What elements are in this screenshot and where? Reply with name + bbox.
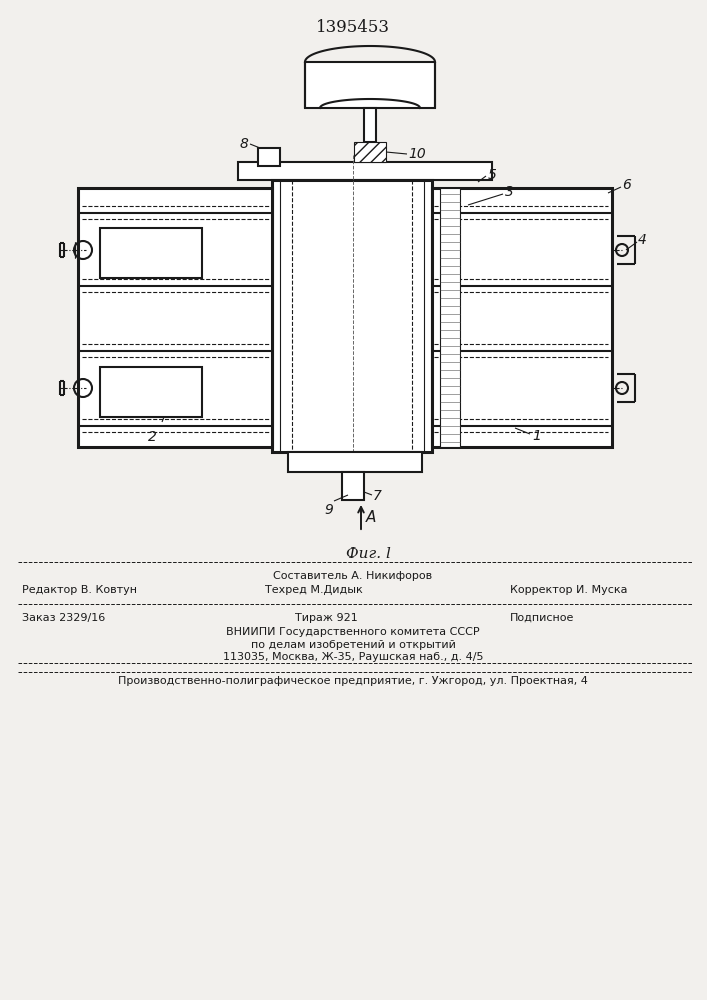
- Text: Заказ 2329/16: Заказ 2329/16: [22, 613, 105, 623]
- Text: 8: 8: [239, 137, 248, 151]
- Text: A: A: [366, 510, 376, 524]
- Bar: [342, 472, 364, 500]
- Text: Подписное: Подписное: [510, 613, 574, 623]
- Text: Редактор В. Ковтун: Редактор В. Ковтун: [22, 585, 137, 595]
- Text: Корректор И. Муска: Корректор И. Муска: [510, 585, 628, 595]
- Bar: [364, 108, 376, 142]
- Text: Производственно-полиграфическое предприятие, г. Ужгород, ул. Проектная, 4: Производственно-полиграфическое предприя…: [118, 676, 588, 686]
- Text: Составитель А. Никифоров: Составитель А. Никифоров: [274, 571, 433, 581]
- Text: 9: 9: [324, 503, 333, 517]
- Text: 1: 1: [532, 429, 541, 443]
- Text: 2: 2: [148, 430, 156, 444]
- Bar: [305, 62, 435, 108]
- Bar: [432, 188, 612, 447]
- Text: 5: 5: [488, 168, 497, 182]
- Bar: [272, 180, 432, 452]
- Text: Техред М.Дидык: Техред М.Дидык: [265, 585, 363, 595]
- Text: по делам изобретений и открытий: по делам изобретений и открытий: [250, 640, 455, 650]
- Bar: [354, 142, 386, 162]
- Bar: [100, 367, 202, 417]
- Bar: [238, 162, 492, 180]
- Text: 4: 4: [638, 233, 647, 247]
- Text: 6: 6: [622, 178, 631, 192]
- Text: 7: 7: [373, 489, 382, 503]
- Text: ВНИИПИ Государственного комитета СССР: ВНИИПИ Государственного комитета СССР: [226, 627, 480, 637]
- Text: 113035, Москва, Ж-35, Раушская наб., д. 4/5: 113035, Москва, Ж-35, Раушская наб., д. …: [223, 652, 484, 662]
- Bar: [100, 228, 202, 278]
- Text: 3: 3: [505, 185, 514, 199]
- Bar: [78, 188, 272, 447]
- Text: 10: 10: [408, 147, 426, 161]
- Bar: [288, 452, 422, 472]
- Bar: [258, 148, 280, 166]
- Text: Тираж 921: Тираж 921: [295, 613, 358, 623]
- Bar: [440, 188, 460, 447]
- Text: Фиг. l: Фиг. l: [346, 547, 390, 561]
- Text: 1395453: 1395453: [316, 19, 390, 36]
